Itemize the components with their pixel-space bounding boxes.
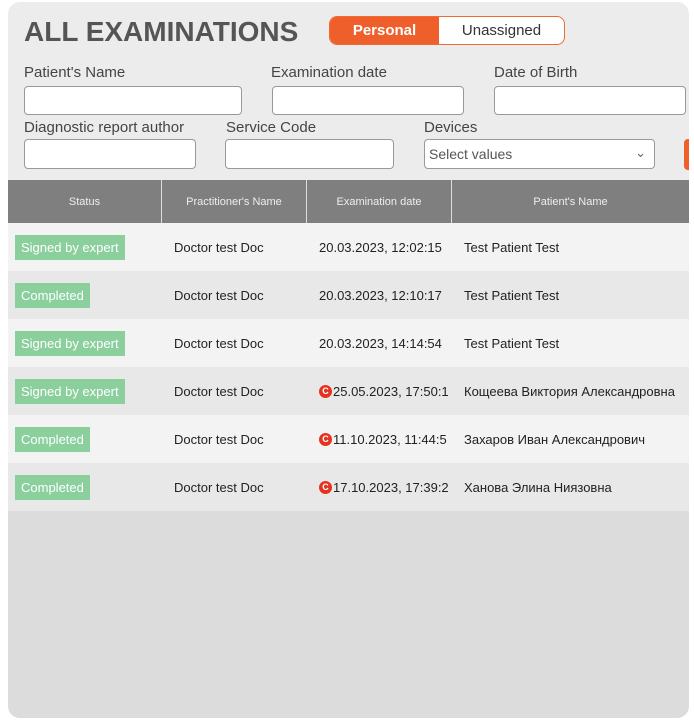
status-cell: Signed by expert — [8, 378, 162, 404]
table-row[interactable]: Signed by expert Doctor test Doc 20.03.2… — [8, 223, 689, 271]
tab-unassigned[interactable]: Unassigned — [461, 22, 542, 39]
tab-toggle: Personal Unassigned — [329, 16, 565, 45]
table-row[interactable]: Completed Doctor test Doc 20.03.2023, 12… — [8, 271, 689, 319]
exam-date-cell: 20.03.2023, 12:02:15 — [307, 240, 452, 255]
table-row[interactable]: Signed by expert Doctor test Doc C 25.05.… — [8, 367, 689, 415]
status-badge: Signed by expert — [15, 234, 125, 260]
exam-date-input[interactable] — [272, 86, 464, 115]
exam-date-text: 17.10.2023, 17:39:2 — [333, 479, 449, 495]
devices-select[interactable]: Select values ⌄ — [424, 139, 655, 169]
exam-date-text: 20.03.2023, 12:02:15 — [319, 239, 442, 255]
exam-date-cell: 20.03.2023, 12:10:17 — [307, 288, 452, 303]
status-cell: Completed — [8, 282, 162, 308]
practitioner-cell: Doctor test Doc — [174, 239, 264, 255]
column-status[interactable]: Status — [8, 180, 162, 223]
examinations-panel: ALL EXAMINATIONS Personal Unassigned Pat… — [8, 2, 689, 718]
patient-name-input[interactable] — [24, 86, 242, 115]
practitioner-cell: Doctor test Doc — [174, 431, 264, 447]
exam-date-text: 20.03.2023, 14:14:54 — [319, 335, 442, 351]
exam-date-text: 20.03.2023, 12:10:17 — [319, 287, 442, 303]
table-row[interactable]: Completed Doctor test Doc C 17.10.2023, 1… — [8, 463, 689, 511]
practitioner-cell: Doctor test Doc — [174, 335, 264, 351]
column-exam-date[interactable]: Examination date — [307, 180, 452, 223]
exam-date-cell: 20.03.2023, 14:14:54 — [307, 336, 452, 351]
c-flag-icon: C — [319, 384, 332, 398]
dob-input[interactable] — [494, 86, 686, 115]
status-badge: Signed by expert — [15, 330, 125, 356]
report-author-label: Diagnostic report author — [24, 119, 185, 136]
exam-date-cell: C 11.10.2023, 11:44:5 — [307, 432, 452, 447]
patient-cell: Ханова Элина Ниязовна — [464, 479, 612, 495]
practitioner-cell: Doctor test Doc — [174, 479, 264, 495]
patient-cell: Test Patient Test — [464, 287, 560, 303]
patient-cell: Кощеева Виктория Александровна — [464, 383, 675, 399]
column-patient[interactable]: Patient's Name — [533, 195, 608, 208]
status-badge: Completed — [15, 426, 90, 452]
c-flag-icon: C — [319, 432, 332, 446]
report-author-input[interactable] — [24, 139, 196, 169]
empty-area — [8, 511, 689, 718]
service-code-input[interactable] — [225, 139, 394, 169]
devices-placeholder: Select values — [429, 146, 513, 162]
status-badge: Signed by expert — [15, 378, 125, 404]
practitioner-cell: Doctor test Doc — [174, 383, 264, 399]
status-cell: Signed by expert — [8, 330, 162, 356]
patient-cell: Test Patient Test — [464, 239, 560, 255]
patient-cell: Test Patient Test — [464, 335, 560, 351]
table-header: Status Practitioner's Name Examination d… — [8, 180, 689, 223]
status-cell: Completed — [8, 474, 162, 500]
tab-personal[interactable]: Personal — [330, 17, 439, 44]
c-flag-icon: C — [319, 480, 332, 494]
status-badge: Completed — [15, 282, 90, 308]
table-row[interactable]: Completed Doctor test Doc C 11.10.2023, 1… — [8, 415, 689, 463]
status-cell: Completed — [8, 426, 162, 452]
devices-label: Devices — [424, 119, 478, 136]
exam-date-label: Examination date — [271, 64, 387, 81]
exam-date-cell: C 17.10.2023, 17:39:2 — [307, 480, 452, 495]
practitioner-cell: Doctor test Doc — [174, 287, 264, 303]
dob-label: Date of Birth — [494, 64, 578, 81]
patient-cell: Захаров Иван Александрович — [464, 431, 645, 447]
column-practitioner[interactable]: Practitioner's Name — [162, 180, 307, 223]
page-title: ALL EXAMINATIONS — [24, 16, 299, 47]
service-code-label: Service Code — [226, 119, 317, 136]
search-button[interactable] — [684, 139, 689, 170]
exam-date-text: 11.10.2023, 11:44:5 — [333, 431, 447, 447]
table-body: Signed by expert Doctor test Doc 20.03.2… — [8, 223, 689, 511]
table-row[interactable]: Signed by expert Doctor test Doc 20.03.2… — [8, 319, 689, 367]
exam-date-text: 25.05.2023, 17:50:1 — [333, 383, 449, 399]
status-cell: Signed by expert — [8, 234, 162, 260]
exam-date-cell: C 25.05.2023, 17:50:1 — [307, 384, 452, 399]
status-badge: Completed — [15, 474, 90, 500]
patient-name-label: Patient's Name — [24, 64, 126, 81]
chevron-down-icon: ⌄ — [635, 145, 646, 160]
